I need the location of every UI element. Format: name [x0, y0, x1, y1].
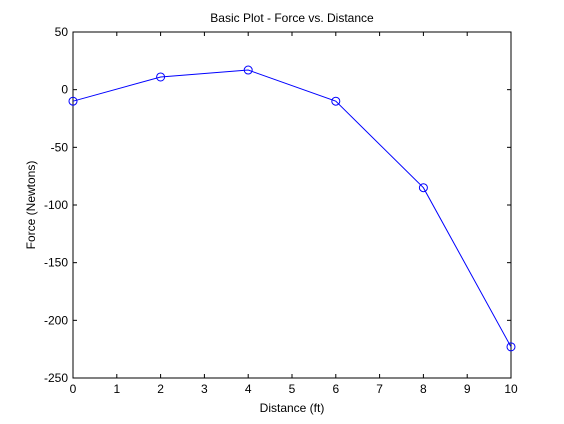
data-series [68, 65, 516, 352]
chart-title: Basic Plot - Force vs. Distance [210, 11, 374, 25]
x-tick-label: 7 [376, 382, 383, 396]
data-point-marker [156, 72, 166, 82]
x-tick-label: 0 [70, 382, 77, 396]
x-axis-ticks: 0 1 2 3 4 5 6 7 8 9 10 [70, 32, 518, 396]
y-tick-label: -50 [51, 140, 69, 154]
data-point-marker [68, 96, 78, 106]
y-tick-label: -150 [44, 256, 68, 270]
data-point-marker [418, 183, 428, 193]
x-tick-label: 10 [504, 382, 518, 396]
y-axis-label: Force (Newtons) [24, 161, 38, 250]
x-tick-label: 4 [245, 382, 252, 396]
x-tick-label: 5 [289, 382, 296, 396]
y-tick-label: -100 [44, 198, 68, 212]
data-point-marker [506, 342, 516, 352]
x-tick-label: 8 [420, 382, 427, 396]
data-point-marker [243, 65, 253, 75]
y-tick-label: 0 [61, 83, 68, 97]
y-tick-label: 50 [55, 25, 69, 39]
plot-area [72, 31, 512, 379]
data-point-marker [331, 96, 341, 106]
y-axis-ticks: 50 0 -50 -100 -150 -200 -250 [44, 25, 511, 385]
y-tick-label: -200 [44, 313, 68, 327]
x-axis-label: Distance (ft) [260, 401, 325, 415]
x-tick-label: 6 [332, 382, 339, 396]
x-tick-label: 2 [157, 382, 164, 396]
y-tick-label: -250 [44, 371, 68, 385]
x-tick-label: 1 [113, 382, 120, 396]
x-tick-label: 3 [201, 382, 208, 396]
x-tick-label: 9 [464, 382, 471, 396]
series-line [72, 69, 512, 348]
